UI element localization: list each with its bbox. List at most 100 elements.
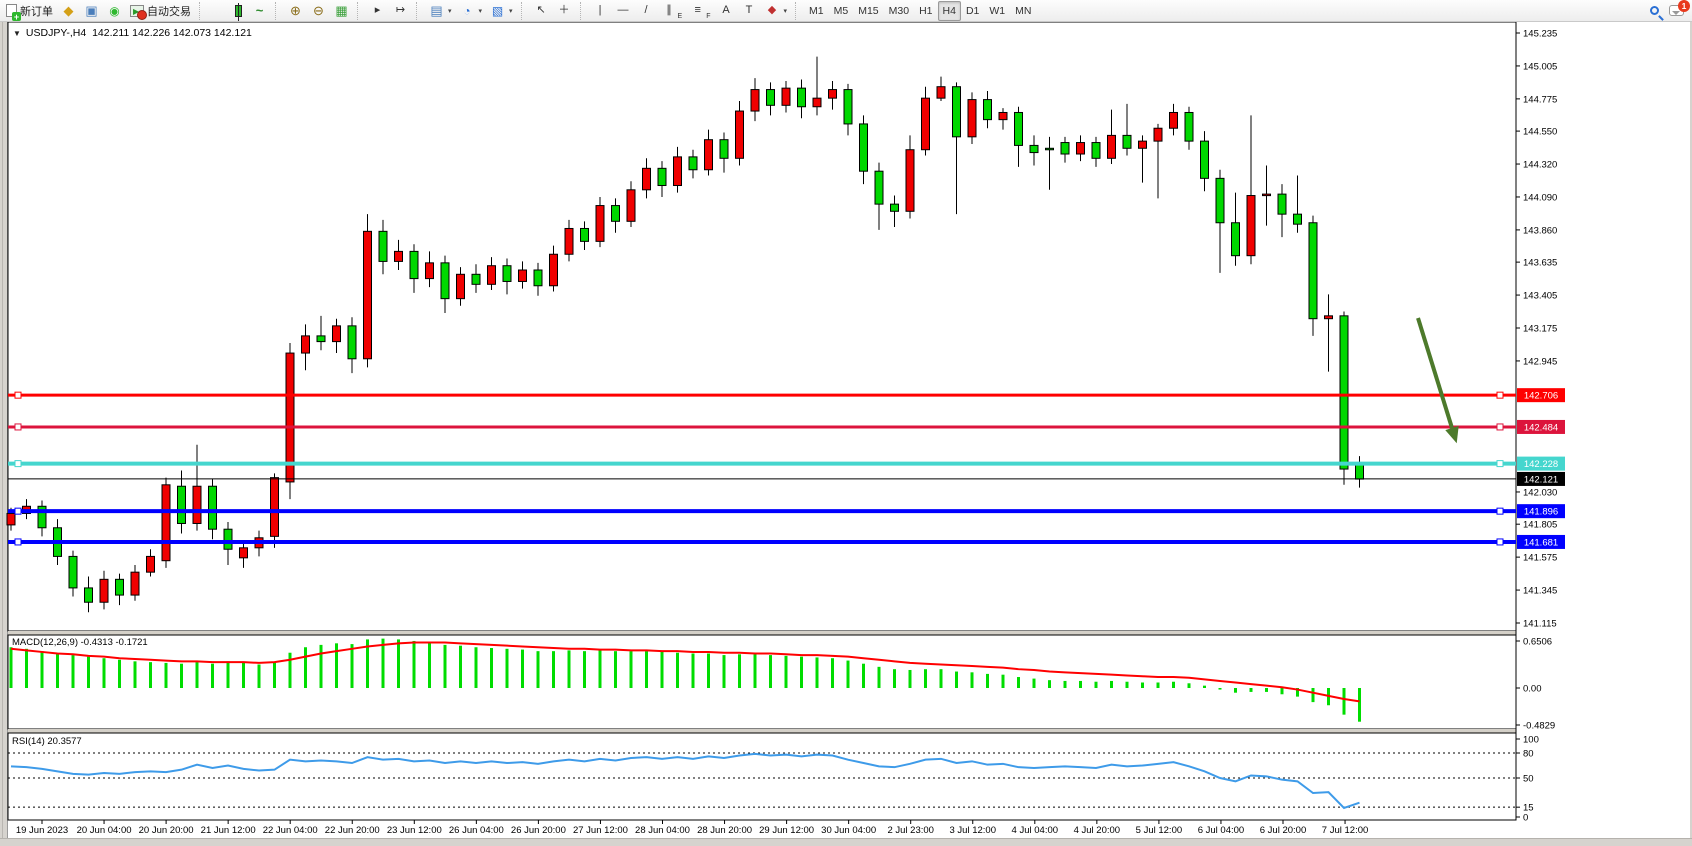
cursor-button[interactable]: ↖: [530, 1, 553, 21]
template-icon: ▧: [491, 3, 504, 18]
toolbar-group-pointer: ↖ ＋: [528, 0, 578, 22]
arrows-icon: ◆: [767, 4, 777, 16]
time-label: 30 Jun 04:00: [821, 825, 876, 836]
candle-body: [859, 123, 868, 172]
equidistant-channel-button[interactable]: ∥ E: [658, 1, 687, 21]
candle-body: [952, 86, 961, 138]
hline-handle[interactable]: [1496, 538, 1504, 546]
zoom-in-button[interactable]: ⊕: [284, 1, 307, 21]
text-label-icon: T: [745, 4, 753, 16]
vertical-line-button[interactable]: |: [589, 1, 612, 21]
tf-w1[interactable]: W1: [984, 1, 1010, 21]
candle-body: [1200, 140, 1209, 179]
candle-body: [1293, 213, 1302, 225]
gold-bar-icon[interactable]: ◆: [57, 1, 80, 21]
autotrading-button[interactable]: 自动交易: [126, 1, 195, 21]
chart-ohlc-values: 142.211 142.226 142.073 142.121: [92, 27, 252, 39]
tf-m1[interactable]: M1: [804, 1, 829, 21]
hline-handle[interactable]: [14, 538, 22, 546]
toolbar-separator: [275, 1, 280, 20]
new-chart-button[interactable]: ▤ ▾: [425, 1, 456, 21]
zoom-out-icon: ⊖: [313, 3, 324, 18]
text-button[interactable]: A: [715, 1, 738, 21]
tf-mn[interactable]: MN: [1010, 1, 1036, 21]
line-chart-mode-icon: ~: [255, 3, 264, 18]
price-tick-label: 144.320: [1523, 160, 1557, 171]
tile-windows-icon: ▦: [335, 3, 348, 18]
time-label: 29 Jun 12:00: [759, 825, 814, 836]
price-tick-label: 141.805: [1523, 520, 1557, 531]
fibonacci-button-sub: F: [706, 12, 711, 20]
tf-h1[interactable]: H1: [914, 1, 937, 21]
chart-window-icon[interactable]: ▣: [80, 1, 103, 21]
zoom-out-button[interactable]: ⊖: [307, 1, 330, 21]
hline-handle[interactable]: [14, 423, 22, 431]
fibonacci-button[interactable]: ≡ F: [686, 1, 714, 21]
gold-bar-icon-icon: ◆: [63, 3, 74, 18]
candle-body: [719, 139, 729, 159]
horizontal-line-button[interactable]: —: [612, 1, 635, 21]
period-button[interactable]: ◔ ▾: [456, 1, 487, 21]
candle-body: [766, 89, 775, 106]
hline-handle[interactable]: [1496, 423, 1504, 431]
tf-m15[interactable]: M15: [853, 1, 883, 21]
chart-shift-button[interactable]: ↦: [389, 1, 412, 21]
candle-body: [1355, 464, 1364, 480]
candle-body: [177, 485, 186, 524]
hline-price-flag: [1517, 534, 1565, 549]
tf-d1-label: D1: [965, 4, 980, 17]
tile-windows-button[interactable]: ▦: [330, 1, 353, 21]
bar-chart-mode-button[interactable]: [208, 1, 228, 21]
equidistant-channel-icon: ∥: [666, 4, 672, 16]
price-tick-label: 141.575: [1523, 553, 1557, 564]
hline-handle[interactable]: [14, 391, 22, 399]
price-tick-label: 144.550: [1523, 127, 1557, 138]
signals-icon[interactable]: ◉: [103, 1, 126, 21]
candle-body: [874, 170, 884, 205]
notifications-icon[interactable]: 1: [1669, 0, 1690, 16]
hline-handle[interactable]: [14, 460, 22, 468]
candle-body: [750, 89, 760, 112]
tf-m1-label: M1: [809, 4, 824, 17]
tf-h1-label: H1: [919, 4, 933, 17]
search-icon[interactable]: [1650, 6, 1659, 15]
toolbar-separator: [579, 1, 585, 20]
auto-scroll-icon: ▸: [374, 4, 381, 16]
new-chart-button-dropdown-icon[interactable]: ▾: [448, 7, 452, 15]
new-order-button[interactable]: 新订单: [2, 1, 57, 21]
trendline-button[interactable]: /: [635, 1, 658, 21]
candle-body: [1277, 193, 1287, 215]
new-order-button-label: 新订单: [20, 5, 53, 18]
rsi-tick-label: 50: [1523, 774, 1534, 785]
candlestick-mode-button[interactable]: [228, 1, 248, 21]
hline-handle[interactable]: [1496, 391, 1504, 399]
panel-splitter[interactable]: [8, 729, 1516, 733]
tf-m30[interactable]: M30: [884, 1, 914, 21]
hline-handle[interactable]: [1496, 507, 1504, 515]
template-button-dropdown-icon[interactable]: ▾: [509, 7, 513, 15]
hline-handle[interactable]: [1496, 460, 1504, 468]
text-label-button[interactable]: T: [738, 1, 761, 21]
hline-price-label: 141.681: [1524, 537, 1558, 548]
panel-splitter[interactable]: [8, 631, 1516, 635]
arrows-button[interactable]: ◆ ▾: [761, 1, 792, 21]
tf-d1[interactable]: D1: [961, 1, 984, 21]
period-button-dropdown-icon[interactable]: ▾: [478, 7, 483, 15]
auto-scroll-button[interactable]: ▸: [366, 1, 389, 21]
chart-collapse-icon[interactable]: ▼: [13, 29, 21, 38]
trend-arrow-head[interactable]: [1445, 425, 1459, 444]
arrows-button-dropdown-icon[interactable]: ▾: [783, 7, 788, 15]
trend-arrow[interactable]: [1416, 317, 1454, 429]
cursor-icon: ↖: [536, 4, 546, 16]
candle-body: [440, 262, 450, 300]
hline-handle[interactable]: [14, 507, 22, 515]
crosshair-button[interactable]: ＋: [553, 1, 576, 21]
candle-body: [239, 547, 248, 559]
line-chart-mode-button[interactable]: ~: [248, 1, 271, 21]
tf-h4[interactable]: H4: [937, 0, 961, 21]
tf-m5[interactable]: M5: [829, 1, 854, 21]
template-button[interactable]: ▧ ▾: [486, 1, 517, 21]
candle-body: [409, 250, 419, 280]
